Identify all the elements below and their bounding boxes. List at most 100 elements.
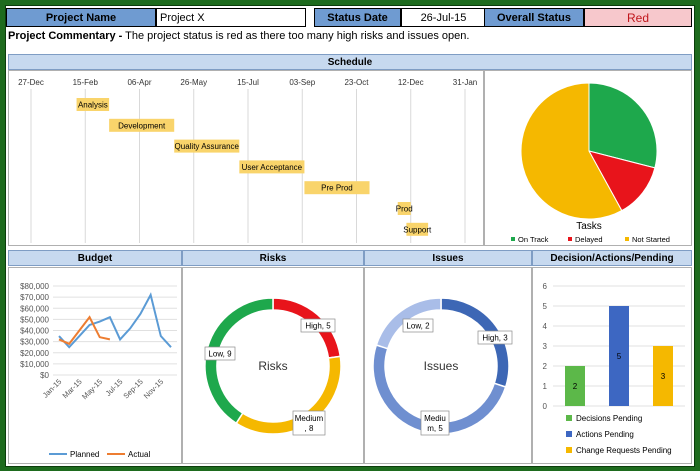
decisions-legend-label: Decisions Pending [576,414,642,423]
gantt-bar-label: Pre Prod [321,184,353,193]
gantt-bar [174,139,240,153]
decisions-legend-swatch [566,415,572,421]
decisions-y-tick: 0 [543,402,548,411]
gantt-bar [109,118,175,132]
project-commentary: Project Commentary - The project status … [8,30,692,46]
tasks-legend-label: Not Started [632,235,670,244]
gantt-bar [239,160,305,174]
gantt-bar-label: Development [118,121,166,130]
budget-legend-planned-label: Planned [70,450,99,459]
issues-donut-chart: Issues High, 3 Medium, 5 Low, 2 [372,297,513,436]
budget-y-tick: $60,000 [20,304,49,313]
risks-data-label: Medium [295,414,324,423]
decisions-title: Decision/Actions/Pending [532,250,692,266]
gantt-bar-label: User Acceptance [242,163,303,172]
issues-center-label: Issues [424,359,459,373]
issues-data-label: Mediu [424,414,446,423]
budget-panel: $80,000 $70,000 $60,000 $50,000 $40,000 $30,0… [8,267,182,464]
budget-legend-actual-label: Actual [128,450,150,459]
dashboard-sheet: Project Name Project X Status Date 26-Ju… [5,5,695,467]
decisions-bar-value: 3 [661,372,666,381]
tasks-legend-swatch [625,237,629,241]
tasks-legend-label: On Track [518,235,549,244]
status-date-value[interactable]: 26-Jul-15 [401,8,486,27]
gantt-bar-label: Prod [396,205,413,214]
schedule-date-tick: 06-Apr [127,78,151,87]
gantt-bar [406,222,429,236]
schedule-date-tick: 15-Feb [73,78,99,87]
budget-x-tick: Sep-15 [121,377,144,400]
budget-x-tick: Nov-15 [142,377,165,400]
risks-data-label: High, 5 [305,322,331,331]
budget-y-tick: $40,000 [20,327,49,336]
budget-title: Budget [8,250,182,266]
risks-title: Risks [182,250,364,266]
budget-y-tick: $20,000 [20,349,49,358]
tasks-pie-title: Tasks [576,221,602,232]
gantt-bar-label: Quality Assurance [175,142,240,151]
tasks-pie-chart: Tasks On Track Delayed Not Started [511,82,670,244]
tasks-panel: Tasks On Track Delayed Not Started [484,70,692,246]
budget-x-tick: Jan-15 [41,377,64,400]
issues-data-label: m, 5 [427,424,443,433]
decisions-y-tick: 6 [543,282,548,291]
project-name-label: Project Name [6,8,156,27]
decisions-panel: 6 5 4 3 2 1 0 2 Decisions Pending 5 Actions Pendin… [532,267,692,464]
schedule-date-tick: 26-May [180,78,207,87]
schedule-date-tick: 12-Dec [398,78,424,87]
budget-x-tick: Mar-15 [61,377,84,400]
risks-slice [204,297,274,425]
budget-y-tick: $80,000 [20,282,49,291]
issues-slice [375,297,442,350]
tasks-pie-slice [520,82,623,220]
schedule-date-tick: 23-Oct [344,78,369,87]
decisions-legend-swatch [566,447,572,453]
issues-data-label-box [477,330,513,345]
budget-planned-line [58,292,172,349]
risks-data-label: Low, 9 [208,350,232,359]
commentary-label: Project Commentary - [8,30,123,42]
risks-data-label: , 8 [305,424,314,433]
decisions-bar [653,346,673,406]
commentary-text: The project status is red as there too m… [122,30,470,42]
schedule-date-tick: 27-Dec [18,78,44,87]
issues-title: Issues [364,250,532,266]
status-date-label: Status Date [314,8,401,27]
overall-status-label: Overall Status [484,8,584,27]
decisions-legend-swatch [566,431,572,437]
gantt-bar [76,98,110,111]
risks-center-label: Risks [258,359,287,373]
tasks-pie-slice [588,82,658,169]
budget-actual-line [58,315,111,346]
schedule-title: Schedule [8,54,692,70]
decisions-y-tick: 2 [543,362,548,371]
issues-data-label: High, 3 [482,334,508,343]
decisions-y-tick: 4 [543,322,548,331]
decisions-y-tick: 1 [543,382,548,391]
schedule-panel: 27-Dec 15-Feb 06-Apr 26-May 15-Jul 03-Sep 23-O… [8,70,484,246]
decisions-bar [565,366,585,406]
tasks-legend-label: Delayed [575,235,603,244]
issues-data-label-box [402,318,434,333]
issues-data-label-box [420,410,450,436]
budget-y-tick: $50,000 [20,315,49,324]
project-name-value[interactable]: Project X [156,8,306,27]
tasks-legend-swatch [511,237,515,241]
schedule-date-tick: 03-Sep [289,78,315,87]
risks-data-label-box [300,318,336,333]
tasks-pie-slice [588,150,656,212]
gantt-chart: 27-Dec 15-Feb 06-Apr 26-May 15-Jul 03-Sep 23-O… [18,78,477,243]
budget-y-tick: $70,000 [20,293,49,302]
decisions-bar-value: 2 [573,382,578,391]
schedule-date-tick: 31-Jan [453,78,477,87]
risks-donut-chart: Risks High, 5 Medium, 8 Low, 9 [204,297,342,436]
overall-status-value[interactable]: Red [584,8,692,27]
decisions-y-tick: 3 [543,342,548,351]
issues-panel: Issues High, 3 Mediu m, 5 Low, 2 [364,267,532,464]
decisions-legend-label: Change Requests Pending [576,446,672,455]
gantt-bar-label: Support [403,225,432,234]
tasks-legend-swatch [568,237,572,241]
gantt-bar-label: Analysis [78,101,108,110]
budget-line-chart: $80,000 $70,000 $60,000 $50,000 $40,000 $30,0… [20,282,177,459]
